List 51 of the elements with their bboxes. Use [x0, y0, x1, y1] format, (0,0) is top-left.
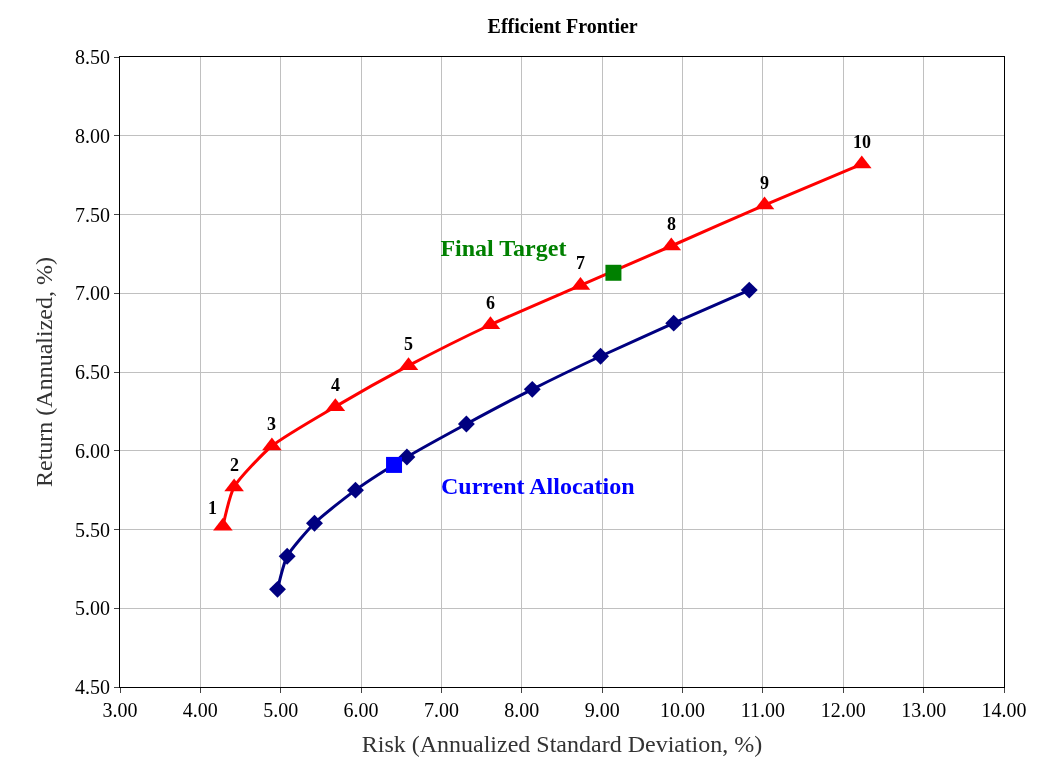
point	[269, 580, 286, 598]
annotation: 10	[853, 132, 871, 152]
y-tick-label: 5.50	[75, 518, 110, 541]
annotation: 7	[576, 253, 585, 273]
y-tick-label: 7.50	[75, 203, 110, 226]
point	[224, 478, 244, 492]
annotation: 1	[208, 498, 217, 518]
point	[262, 437, 282, 451]
annotation: 4	[331, 375, 340, 395]
point	[213, 517, 233, 531]
annotation: 3	[267, 414, 276, 434]
x-tick-label: 4.00	[182, 699, 218, 721]
x-tick-label: 14.00	[981, 699, 1027, 721]
point	[592, 347, 610, 365]
point	[457, 415, 475, 433]
y-tick-label: 5.00	[75, 597, 110, 620]
x-tick-label: 12.00	[820, 699, 866, 721]
annotation: 8	[667, 214, 676, 234]
x-tick-label: 6.00	[343, 699, 379, 721]
y-tick-label: 6.50	[75, 361, 110, 383]
x-tick-label: 8.00	[504, 699, 540, 721]
series-label: Current Allocation	[441, 472, 635, 499]
y-axis-title: Return (Annualized, %)	[31, 257, 58, 487]
point	[665, 314, 683, 332]
y-tick-label: 4.50	[75, 676, 110, 698]
x-axis-title: Risk (Annualized Standard Deviation, %)	[361, 731, 763, 758]
x-tick-label: 3.00	[102, 699, 138, 721]
x-tick-label: 9.00	[584, 699, 620, 721]
point	[278, 547, 296, 565]
point	[605, 264, 622, 281]
point	[523, 380, 541, 398]
annotation: 9	[760, 173, 769, 193]
annotation: 2	[230, 455, 239, 475]
point	[306, 514, 323, 532]
annotation: 6	[486, 293, 495, 313]
x-tick-label: 7.00	[423, 699, 459, 721]
series-label: Final Target	[440, 234, 567, 261]
y-tick-label: 8.00	[75, 124, 110, 147]
x-tick-label: 5.00	[263, 699, 299, 721]
point	[398, 448, 416, 466]
point	[740, 281, 758, 299]
y-tick-label: 7.00	[75, 282, 110, 305]
chart-title: Efficient Frontier	[487, 15, 638, 38]
x-tick-label: 11.00	[740, 699, 786, 721]
y-tick-label: 6.00	[75, 439, 110, 462]
point	[347, 481, 364, 499]
y-tick-label: 8.50	[75, 46, 110, 68]
x-tick-label: 10.00	[660, 699, 706, 721]
annotation: 5	[404, 334, 413, 354]
point	[386, 456, 403, 473]
x-tick-label: 13.00	[901, 699, 947, 721]
